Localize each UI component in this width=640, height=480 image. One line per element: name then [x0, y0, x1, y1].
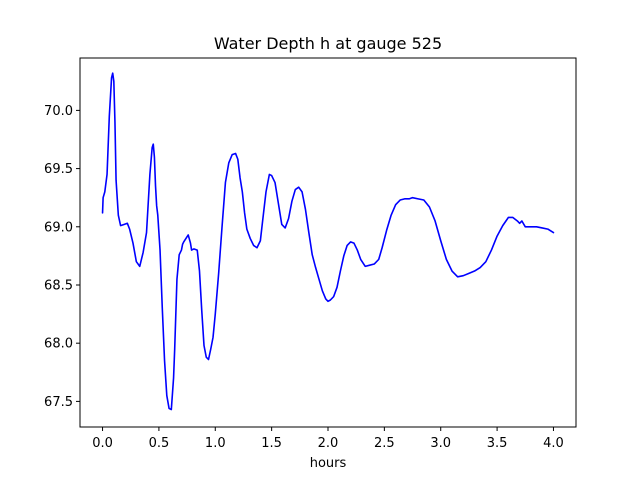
x-tick-label: 0.5 [149, 436, 170, 451]
x-tick-label: 2.5 [374, 436, 395, 451]
x-tick-label: 0.0 [92, 436, 113, 451]
x-axis-ticks: 0.0 0.5 1.0 1.5 2.0 2.5 3.0 3.5 4.0 [92, 427, 564, 451]
x-tick-label: 1.5 [261, 436, 282, 451]
x-axis-label: hours [310, 456, 347, 471]
plot-frame [79, 57, 577, 428]
x-tick-label: 2.0 [318, 436, 339, 451]
y-tick-label: 68.0 [44, 337, 73, 352]
y-tick-label: 69.0 [44, 220, 73, 235]
y-tick-label: 68.5 [44, 278, 73, 293]
plot-area [101, 72, 555, 411]
y-tick-label: 67.5 [44, 395, 73, 410]
series-line-0 [101, 72, 555, 411]
chart-title: Water Depth h at gauge 525 [214, 34, 442, 53]
x-tick-label: 3.0 [430, 436, 451, 451]
y-axis-ticks: 67.5 68.0 68.5 69.0 69.5 70.0 [44, 104, 80, 410]
y-tick-label: 69.5 [44, 162, 73, 177]
x-tick-label: 4.0 [543, 436, 564, 451]
x-tick-label: 1.0 [205, 436, 226, 451]
y-tick-label: 70.0 [44, 104, 73, 119]
x-tick-label: 3.5 [487, 436, 508, 451]
